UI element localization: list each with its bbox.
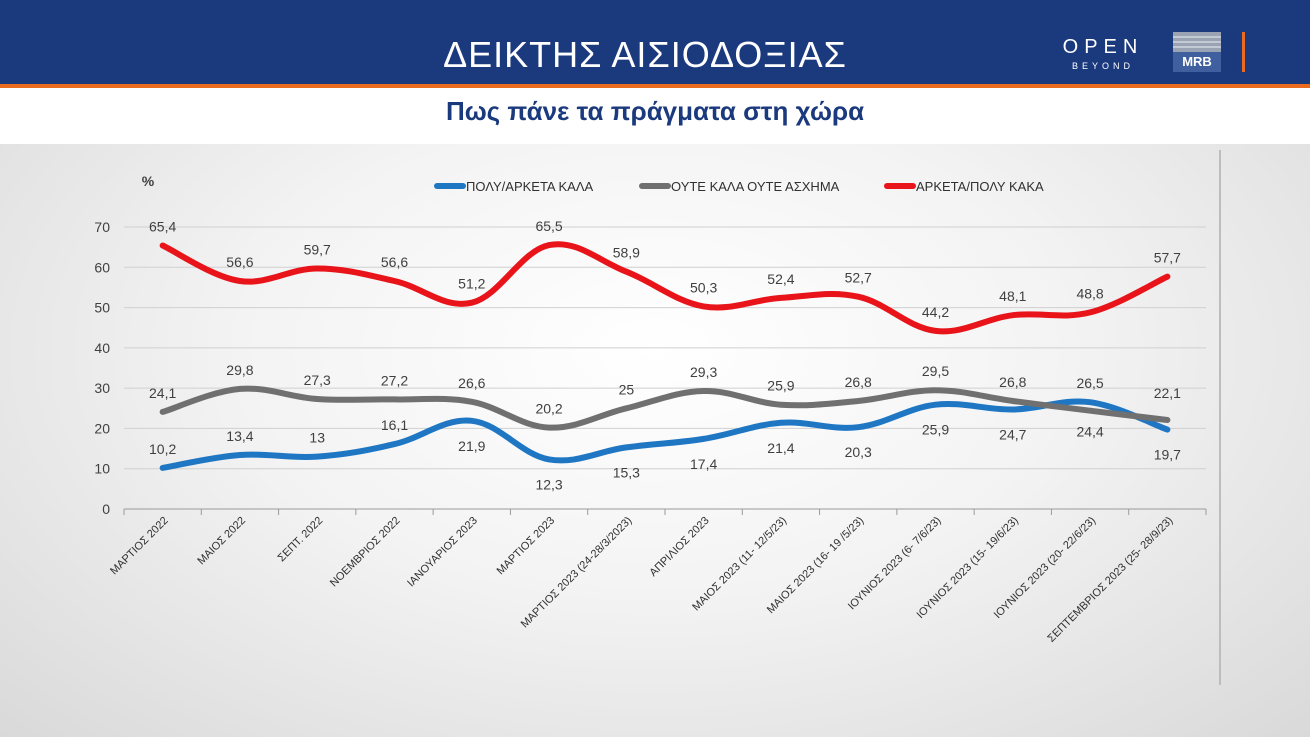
logo-open-subtext: BEYOND (1071, 61, 1134, 71)
x-axis: ΜΑΡΤΙΟΣ 2022 ΜΑΙΟΣ 2022 ΣΕΠΤ. 2022 ΝΟΕΜΒΡΙΟ… (108, 509, 1207, 645)
series-line (159, 241, 1171, 335)
header-accent-line (0, 84, 1310, 88)
x-tick-label: ΙΑΝΟΥΑΡΙΟΣ 2023 (405, 515, 480, 590)
series-line (159, 398, 1171, 471)
y-tick-label: 70 (94, 219, 110, 235)
chart-grid (124, 226, 1206, 510)
data-label: 25 (619, 381, 635, 397)
data-label: 24,1 (149, 385, 176, 401)
data-label: 29,5 (922, 363, 949, 379)
data-label: 24,4 (1076, 424, 1103, 440)
chart-subtitle: Πως πάνε τα πράγματα στη χώρα (445, 96, 865, 126)
x-tick-label: ΑΠΡΙΛΙΟΣ 2023 (647, 515, 711, 579)
x-tick-label: ΝΟΕΜΒΡΙΟΣ 2022 (328, 515, 403, 590)
data-label: 48,8 (1076, 285, 1103, 301)
legend-label: ΟΥΤΕ ΚΑΛΑ ΟΥΤΕ ΑΣΧΗΜΑ (671, 179, 840, 194)
chart-legend: ΠΟΛΥ/ΑΡΚΕΤΑ ΚΑΛΑ ΟΥΤΕ ΚΑΛΑ ΟΥΤΕ ΑΣΧΗΜΑ ΑΡΚ… (434, 179, 1044, 194)
x-tick-label: ΣΕΠΤ. 2022 (276, 515, 326, 565)
data-label: 27,3 (304, 372, 331, 388)
data-label: 51,2 (458, 276, 485, 292)
data-label: 19,7 (1154, 447, 1181, 463)
legend-label: ΠΟΛΥ/ΑΡΚΕΤΑ ΚΑΛΑ (466, 179, 594, 194)
chart-frame-line (1219, 150, 1221, 685)
data-label: 26,6 (458, 375, 485, 391)
data-label: 59,7 (304, 241, 331, 257)
chart-series (159, 241, 1171, 471)
data-label: 25,9 (922, 422, 949, 438)
series-line (159, 385, 1171, 431)
y-tick-label: 30 (94, 380, 110, 396)
y-tick-label: 10 (94, 461, 110, 477)
y-tick-label: 20 (94, 420, 110, 436)
legend-label: ΑΡΚΕΤΑ/ΠΟΛΥ ΚΑΚΑ (916, 179, 1044, 194)
data-label: 13,4 (226, 428, 253, 444)
data-label: 10,2 (149, 441, 176, 457)
data-label: 29,8 (226, 362, 253, 378)
data-label: 13 (309, 430, 325, 446)
data-label: 52,4 (767, 271, 794, 287)
data-label: 22,1 (1154, 385, 1181, 401)
data-label: 16,1 (381, 417, 408, 433)
data-labels: 10,2 13,4 13 16,1 21,9 12,3 15,3 17,4 21,4 20,3 25… (149, 218, 1181, 492)
logo-open-text: OPEN (1062, 36, 1144, 58)
y-tick-label: 50 (94, 300, 110, 316)
data-label: 26,8 (845, 374, 872, 390)
x-tick-label: ΣΕΠΤΕΜΒΡΙΟΣ 2023 (25- 28/9/23) (1045, 515, 1175, 645)
data-label: 57,7 (1154, 250, 1181, 266)
data-label: 65,4 (149, 219, 176, 235)
x-tick-label: ΜΑΙΟΣ 2022 (195, 515, 248, 568)
data-label: 48,1 (999, 288, 1026, 304)
data-label: 56,6 (226, 254, 253, 270)
chart-background (0, 144, 1310, 737)
x-tick-label: ΜΑΡΤΙΟΣ 2023 (495, 515, 558, 578)
open-beyond-logo: OPEN BEYOND (1058, 36, 1148, 71)
subtitle-bar (0, 88, 1310, 144)
data-label: 21,4 (767, 440, 794, 456)
data-label: 52,7 (845, 270, 872, 286)
data-label: 56,6 (381, 254, 408, 270)
data-label: 12,3 (535, 476, 562, 492)
data-label: 65,5 (535, 218, 562, 234)
header-bar (0, 0, 1310, 84)
mrb-logo: MRB (1173, 32, 1221, 72)
y-tick-label: 0 (102, 501, 110, 517)
y-tick-label: 40 (94, 340, 110, 356)
y-axis: 0 10 20 30 40 50 60 70% (94, 173, 154, 517)
page-title: ΔΕΙΚΤΗΣ ΑΙΣΙΟΔΟΞΙΑΣ (443, 34, 847, 75)
data-label: 58,9 (613, 245, 640, 261)
y-axis-label: % (142, 173, 155, 189)
data-label: 44,2 (922, 304, 949, 320)
y-tick-label: 60 (94, 259, 110, 275)
data-label: 20,2 (535, 401, 562, 417)
data-label: 17,4 (690, 456, 717, 472)
logo-separator (1242, 32, 1245, 72)
data-label: 20,3 (845, 444, 872, 460)
data-label: 25,9 (767, 378, 794, 394)
data-label: 26,8 (999, 374, 1026, 390)
data-label: 50,3 (690, 279, 717, 295)
data-label: 27,2 (381, 372, 408, 388)
data-label: 29,3 (690, 364, 717, 380)
data-label: 26,5 (1076, 375, 1103, 391)
data-label: 21,9 (458, 438, 485, 454)
logo-mrb-text: MRB (1173, 52, 1221, 72)
data-label: 15,3 (613, 464, 640, 480)
x-tick-label: ΜΑΡΤΙΟΣ 2022 (108, 515, 171, 578)
data-label: 24,7 (999, 426, 1026, 442)
